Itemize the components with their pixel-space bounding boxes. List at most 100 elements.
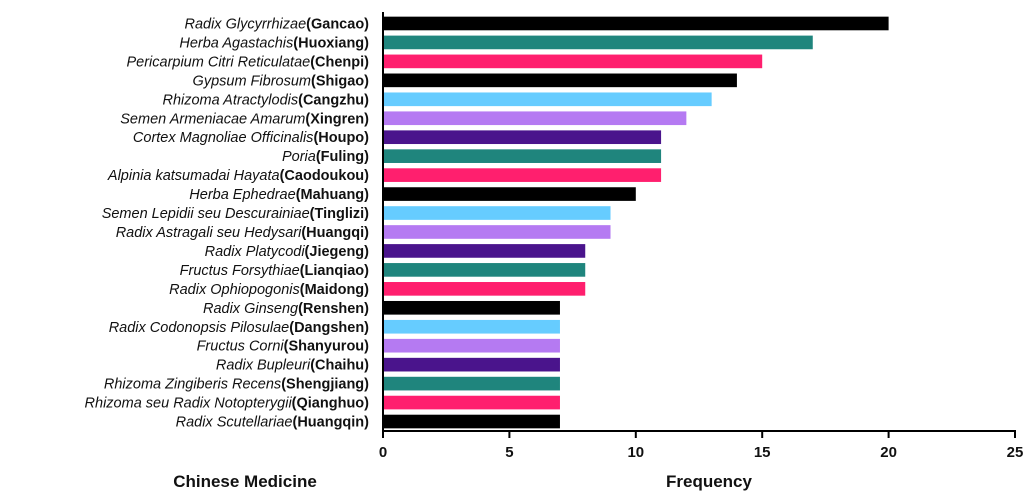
bar [383, 16, 889, 31]
category-label: Herba Agastachis(Huoxiang) [179, 35, 369, 51]
category-label: Pericarpium Citri Reticulatae(Chenpi) [126, 54, 369, 70]
bar [383, 338, 560, 353]
bar [383, 263, 586, 277]
category-pinyin-name: (Xingren) [305, 111, 369, 127]
bar [383, 206, 611, 220]
category-latin-name: Fructus Corni [197, 339, 285, 355]
bar [383, 54, 763, 69]
y-axis-title: Chinese Medicine [173, 472, 317, 491]
category-pinyin-name: (Gancao) [306, 16, 369, 32]
category-label: Radix Platycodi(Jiegeng) [205, 244, 370, 260]
x-tick-label: 20 [880, 444, 897, 461]
bar [383, 35, 813, 50]
bar [383, 414, 560, 429]
bar [383, 244, 586, 258]
category-pinyin-name: (Jiegeng) [305, 244, 370, 260]
category-latin-name: Rhizoma Atractylodis [162, 92, 298, 108]
category-latin-name: Herba Agastachis [179, 35, 293, 51]
category-label: Radix Glycyrrhizae(Gancao) [184, 16, 369, 32]
x-tick-label: 5 [505, 444, 513, 461]
category-pinyin-name: (Maidong) [300, 282, 369, 298]
category-pinyin-name: (Caodoukou) [280, 168, 370, 184]
category-label: Alpinia katsumadai Hayata(Caodoukou) [107, 168, 369, 184]
category-pinyin-name: (Dangshen) [289, 320, 369, 336]
category-pinyin-name: (Renshen) [298, 301, 369, 317]
bar [383, 111, 687, 126]
category-pinyin-name: (Fuling) [316, 149, 369, 165]
category-label: Rhizoma seu Radix Notopterygii(Qianghuo) [85, 396, 370, 412]
category-latin-name: Radix Astragali seu Hedysari [116, 225, 302, 241]
category-latin-name: Radix Glycyrrhizae [184, 16, 306, 32]
category-pinyin-name: (Lianqiao) [300, 263, 369, 279]
category-latin-name: Herba Ephedrae [189, 187, 295, 203]
category-latin-name: Fructus Forsythiae [180, 263, 300, 279]
category-label: Herba Ephedrae(Mahuang) [189, 187, 369, 203]
bar [383, 300, 560, 315]
category-latin-name: Gypsum Fibrosum [193, 73, 311, 89]
category-pinyin-name: (Shanyurou) [284, 339, 370, 355]
category-pinyin-name: (Mahuang) [296, 187, 369, 203]
bar [383, 73, 737, 88]
category-latin-name: Radix Bupleuri [216, 358, 311, 374]
category-latin-name: Radix Scutellariae [176, 415, 293, 431]
bar [383, 168, 662, 182]
category-pinyin-name: (Huangqi) [301, 225, 369, 241]
category-label: Radix Ophiopogonis(Maidong) [169, 282, 369, 298]
category-latin-name: Radix Ginseng [203, 301, 298, 317]
category-latin-name: Radix Platycodi [205, 244, 306, 260]
category-label: Rhizoma Atractylodis(Cangzhu) [162, 92, 369, 108]
x-tick-label: 15 [754, 444, 771, 461]
category-label: Radix Ginseng(Renshen) [203, 301, 369, 317]
category-pinyin-name: (Tinglizi) [310, 206, 370, 222]
bar [383, 225, 611, 239]
bar [383, 92, 712, 107]
x-tick-label: 25 [1007, 444, 1024, 461]
category-pinyin-name: (Shengjiang) [281, 377, 369, 393]
category-latin-name: Semen Armeniacae Amarum [120, 111, 305, 127]
category-label: Radix Astragali seu Hedysari(Huangqi) [116, 225, 369, 241]
x-tick-label: 10 [627, 444, 644, 461]
category-latin-name: Radix Codonopsis Pilosulae [109, 320, 290, 336]
category-label: Rhizoma Zingiberis Recens(Shengjiang) [104, 377, 369, 393]
bar [383, 187, 636, 201]
category-pinyin-name: (Huoxiang) [293, 35, 369, 51]
category-latin-name: Semen Lepidii seu Descurainiae [102, 206, 310, 222]
category-label: Cortex Magnoliae Officinalis(Houpo) [133, 130, 369, 146]
category-latin-name: Cortex Magnoliae Officinalis [133, 130, 314, 146]
category-label: Poria(Fuling) [282, 149, 369, 165]
category-pinyin-name: (Chaihu) [310, 358, 369, 374]
category-pinyin-name: (Qianghuo) [292, 396, 369, 412]
bars-group [383, 16, 889, 429]
bar [383, 376, 560, 391]
category-label: Gypsum Fibrosum(Shigao) [193, 73, 370, 89]
category-latin-name: Pericarpium Citri Reticulatae [126, 54, 310, 70]
category-latin-name: Rhizoma seu Radix Notopterygii [85, 396, 293, 412]
bar [383, 319, 560, 334]
category-pinyin-name: (Huangqin) [292, 415, 369, 431]
category-label: Semen Armeniacae Amarum(Xingren) [120, 111, 369, 127]
bar [383, 357, 560, 372]
x-tick-label: 0 [379, 444, 387, 461]
category-latin-name: Rhizoma Zingiberis Recens [104, 377, 281, 393]
category-latin-name: Alpinia katsumadai Hayata [107, 168, 280, 184]
category-pinyin-name: (Houpo) [313, 130, 369, 146]
category-pinyin-name: (Cangzhu) [298, 92, 369, 108]
category-labels: Radix Glycyrrhizae(Gancao) Herba Agastach… [85, 16, 370, 430]
category-latin-name: Radix Ophiopogonis [169, 282, 300, 298]
x-axis-ticks: 0 5 10 15 20 25 [379, 431, 1024, 461]
category-pinyin-name: (Shigao) [311, 73, 369, 89]
category-pinyin-name: (Chenpi) [310, 54, 369, 70]
category-label: Radix Scutellariae(Huangqin) [176, 415, 370, 431]
category-latin-name: Poria [282, 149, 316, 165]
category-label: Fructus Corni(Shanyurou) [197, 339, 370, 355]
bar [383, 130, 662, 145]
category-label: Radix Codonopsis Pilosulae(Dangshen) [109, 320, 369, 336]
category-label: Semen Lepidii seu Descurainiae(Tinglizi) [102, 206, 369, 222]
category-label: Radix Bupleuri(Chaihu) [216, 358, 369, 374]
bar [383, 395, 560, 410]
x-axis-title: Frequency [666, 472, 753, 491]
bar [383, 282, 586, 296]
category-label: Fructus Forsythiae(Lianqiao) [180, 263, 370, 279]
bar [383, 149, 662, 163]
